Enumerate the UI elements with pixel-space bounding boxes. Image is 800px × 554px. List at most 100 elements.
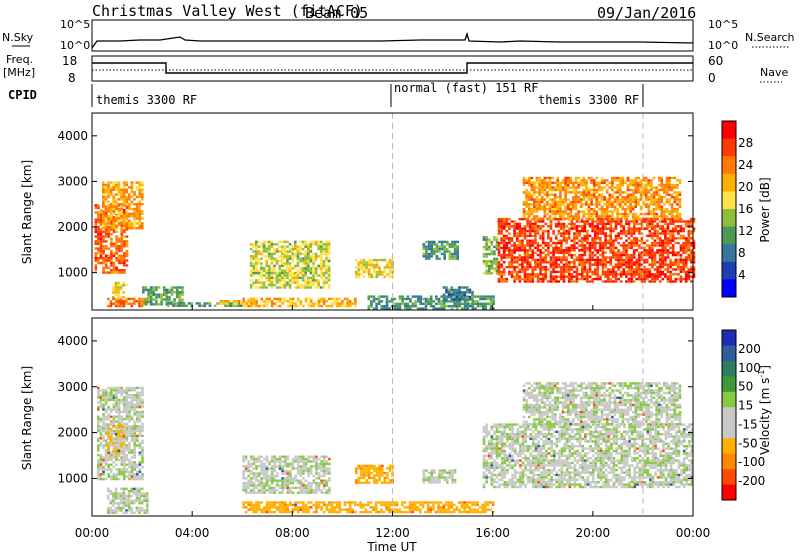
- power-cell: [120, 249, 124, 253]
- velocity-cell: [247, 479, 250, 482]
- power-cell: [605, 212, 609, 216]
- power-cell: [572, 198, 575, 201]
- power-cell: [322, 297, 326, 301]
- power-cell: [553, 205, 557, 208]
- power-cell: [502, 277, 506, 281]
- velocity-cell: [136, 396, 139, 399]
- power-cell: [670, 196, 674, 199]
- power-cell: [598, 188, 601, 192]
- power-cell: [622, 268, 626, 271]
- velocity-cell: [117, 502, 120, 505]
- power-cell: [653, 234, 657, 238]
- power-cell: [521, 268, 524, 271]
- power-cell: [611, 205, 614, 208]
- power-cell: [138, 210, 141, 213]
- power-cell: [592, 208, 596, 211]
- velocity-cell: [268, 484, 271, 487]
- velocity-cell: [117, 452, 120, 455]
- power-cell: [614, 220, 618, 223]
- power-cell: [281, 274, 284, 277]
- power-cell: [656, 261, 659, 264]
- velocity-cell: [120, 497, 123, 500]
- power-cell: [669, 261, 672, 264]
- power-cell: [117, 249, 121, 253]
- power-cell: [125, 212, 128, 215]
- power-cell: [608, 198, 612, 201]
- power-cell: [676, 184, 679, 187]
- power-cell: [268, 279, 271, 282]
- power-cell: [270, 267, 274, 270]
- power-cell: [502, 253, 506, 257]
- power-cell: [528, 273, 532, 276]
- power-cell: [262, 240, 266, 244]
- power-cell: [653, 277, 657, 281]
- power-cell: [104, 245, 108, 248]
- power-cell: [149, 293, 153, 296]
- velocity-cell: [125, 405, 129, 409]
- power-cell: [122, 195, 126, 199]
- power-cell: [645, 244, 649, 247]
- power-cell: [670, 188, 674, 192]
- power-cell: [476, 305, 480, 308]
- power-cell: [619, 270, 623, 274]
- power-cell: [443, 252, 446, 256]
- power-cell: [377, 297, 381, 301]
- power-cell: [383, 268, 387, 271]
- power-cell: [625, 246, 628, 250]
- power-cell: [657, 191, 661, 194]
- power-cell: [664, 275, 667, 278]
- power-cell: [638, 253, 641, 257]
- power-cell: [538, 198, 541, 201]
- power-cell: [515, 261, 519, 264]
- power-cell: [518, 246, 522, 250]
- power-cell: [692, 261, 696, 264]
- power-cell: [115, 193, 118, 196]
- power-cell: [299, 252, 302, 256]
- power-cell: [673, 198, 677, 201]
- power-cell: [600, 198, 604, 201]
- power-cell: [500, 275, 503, 278]
- power-cell: [528, 227, 532, 230]
- power-cell: [625, 251, 628, 254]
- power-cell: [664, 249, 667, 252]
- power-cell: [482, 236, 486, 239]
- power-cell: [647, 212, 651, 216]
- velocity-cell: [128, 449, 131, 452]
- power-cell: [637, 217, 640, 220]
- freq-trace: [92, 62, 693, 74]
- power-cell: [94, 240, 98, 243]
- power-cell: [651, 256, 654, 259]
- power-cell: [135, 181, 139, 184]
- velocity-cell: [141, 465, 144, 469]
- power-cell: [536, 227, 540, 230]
- power-cell: [97, 240, 100, 243]
- power-cell: [692, 258, 696, 262]
- power-cell: [588, 268, 592, 271]
- noise-tick-bottom-left: 10^0: [60, 39, 90, 52]
- power-cell: [320, 255, 323, 258]
- power-cell: [627, 280, 631, 283]
- power-cell: [130, 191, 134, 194]
- velocity-cell: [255, 477, 258, 480]
- power-cell: [669, 251, 672, 254]
- power-cell: [125, 203, 128, 206]
- power-cell: [540, 200, 544, 204]
- velocity-cell: [112, 473, 116, 476]
- power-cell: [317, 247, 320, 251]
- power-cell: [265, 245, 268, 248]
- power-cell: [534, 263, 537, 266]
- power-cell: [443, 250, 446, 253]
- power-cell: [626, 184, 630, 187]
- power-cell: [115, 230, 118, 233]
- power-cell: [604, 251, 607, 254]
- power-cell: [173, 303, 176, 306]
- power-cell: [605, 191, 609, 194]
- power-cell: [690, 256, 693, 259]
- velocity-cell: [130, 434, 134, 438]
- power-cell: [173, 291, 176, 294]
- power-cell: [564, 193, 567, 196]
- power-cell: [592, 179, 596, 182]
- power-cell: [433, 250, 436, 253]
- power-cell: [541, 265, 545, 269]
- power-cell: [294, 286, 297, 289]
